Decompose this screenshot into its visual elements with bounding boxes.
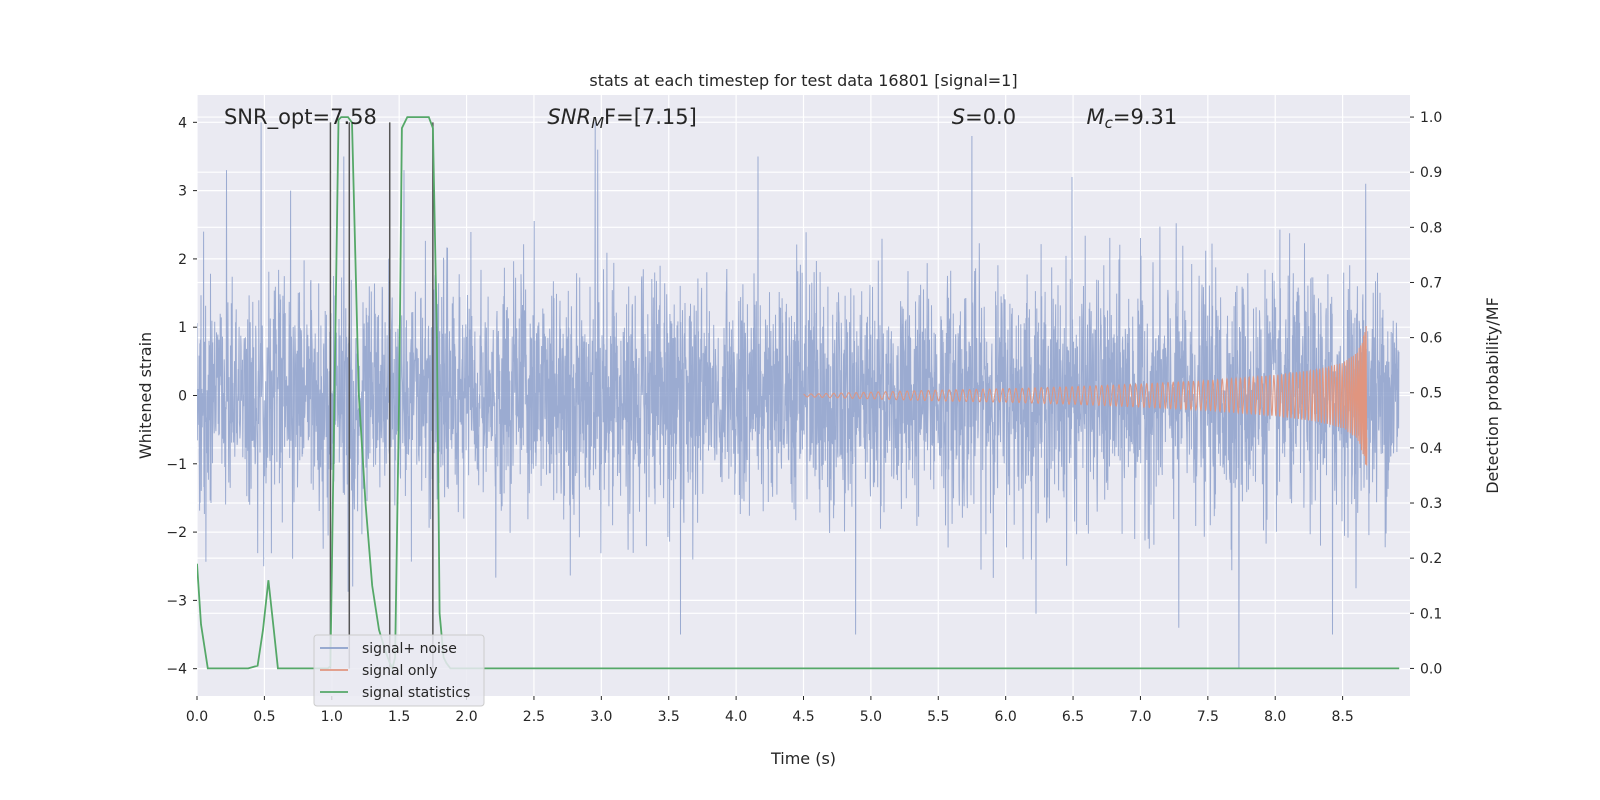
signal-noise-line	[197, 122, 1400, 669]
y-tick-label: −1	[166, 457, 187, 473]
y-ticks: −4 −3 −2 −1 0 1 2 3 4	[166, 115, 197, 678]
x-tick-label: 7.0	[1129, 709, 1151, 725]
y-tick-label: 2	[178, 252, 187, 268]
legend-label: signal only	[362, 663, 437, 679]
annotation-rest: =0.0	[965, 105, 1016, 129]
chart-title: stats at each timestep for test data 168…	[589, 71, 1017, 90]
y2-tick-label: 0.4	[1420, 441, 1442, 457]
x-tick-label: 5.5	[927, 709, 949, 725]
y2-axis-label: Detection probability/MF	[1483, 297, 1502, 494]
signal-series	[803, 325, 1368, 466]
annotations: SNR_opt=7.58 SNRMF=[7.15] S=0.0 Mc=9.31	[224, 105, 1177, 132]
legend-label: signal+ noise	[362, 641, 457, 657]
y-tick-label: 3	[178, 184, 187, 200]
x-tick-label: 6.5	[1062, 709, 1084, 725]
y2-tick-label: 0.5	[1420, 386, 1442, 402]
x-tick-label: 1.5	[388, 709, 410, 725]
x-tick-label: 8.0	[1264, 709, 1286, 725]
y2-tick-label: 0.1	[1420, 606, 1442, 622]
y2-tick-label: 0.3	[1420, 496, 1442, 512]
annotation-subscript: c	[1105, 114, 1114, 132]
x-tick-label: 7.5	[1197, 709, 1219, 725]
x-tick-label: 4.5	[792, 709, 814, 725]
annotation-text: M	[1087, 105, 1105, 129]
y2-tick-label: 0.0	[1420, 661, 1442, 677]
x-tick-label: 6.0	[995, 709, 1017, 725]
annotation-rest: F=[7.15]	[604, 105, 697, 129]
x-tick-label: 0.5	[253, 709, 275, 725]
legend-box	[313, 634, 485, 707]
y2-tick-label: 0.6	[1420, 331, 1442, 347]
x-tick-label: 8.5	[1331, 709, 1353, 725]
x-tick-label: 0.0	[186, 709, 208, 725]
legend-label: signal statistics	[362, 685, 470, 701]
annotation-text: SNR	[547, 105, 591, 129]
y2-tick-label: 1.0	[1420, 110, 1442, 126]
annotation-chirp-mass: Mc=9.31	[1087, 105, 1178, 132]
y2-tick-label: 0.2	[1420, 551, 1442, 567]
annotation-rest: =9.31	[1113, 105, 1177, 129]
y-axis-label: Whitened strain	[136, 332, 155, 459]
x-tick-label: 3.0	[590, 709, 612, 725]
annotation-snr-opt: SNR_opt=7.58	[224, 105, 377, 130]
x-tick-label: 4.0	[725, 709, 747, 725]
x-axis-label: Time (s)	[770, 749, 836, 768]
y-tick-label: 4	[178, 115, 187, 131]
y-tick-label: 1	[178, 320, 187, 336]
annotation-snr-mf: SNRMF=[7.15]	[547, 105, 696, 132]
legend: signal+ noise signal only signal statistic…	[313, 634, 485, 707]
annotation-text: SNR_opt=7.58	[224, 105, 377, 130]
annotation-text: S	[952, 105, 965, 129]
y-tick-label: −2	[166, 525, 187, 541]
x-tick-label: 5.0	[860, 709, 882, 725]
annotation-s-value: S=0.0	[952, 105, 1016, 129]
y2-tick-label: 0.9	[1420, 165, 1442, 181]
annotation-subscript: M	[591, 114, 604, 132]
y-tick-label: −3	[166, 593, 187, 609]
y-tick-label: 0	[178, 389, 187, 405]
y2-tick-label: 0.7	[1420, 275, 1442, 291]
x-tick-label: 2.5	[523, 709, 545, 725]
x-ticks: 0.0 0.5 1.0 1.5 2.0 2.5 3.0 3.5 4.0 4.5 5.0 5.5 6.0 6…	[186, 696, 1354, 725]
noise-series	[197, 122, 1400, 669]
vertical-markers	[329, 122, 434, 669]
y2-ticks: 0.0 0.1 0.2 0.3 0.4 0.5 0.6 0.7 0.8 0.9 1.0	[1410, 110, 1442, 677]
x-tick-label: 1.0	[321, 709, 343, 725]
x-tick-label: 3.5	[658, 709, 680, 725]
y2-tick-label: 0.8	[1420, 220, 1442, 236]
signal-only-line	[803, 325, 1368, 466]
y-tick-label: −4	[166, 662, 187, 678]
x-tick-label: 2.0	[455, 709, 477, 725]
